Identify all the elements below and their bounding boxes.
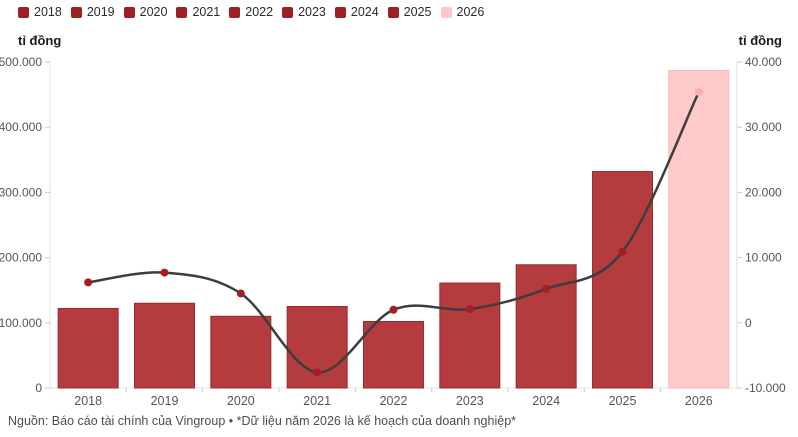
left-axis-title: tỉ đồng: [18, 33, 62, 48]
legend-label: 2025: [403, 5, 432, 19]
left-axis-tick-label: 300.000: [0, 185, 42, 199]
line-point-2025: [618, 247, 627, 256]
bar-2022: [363, 320, 424, 389]
x-axis-label: 2024: [532, 394, 560, 408]
legend-swatch-icon: [229, 6, 241, 18]
line-point-2024: [542, 284, 551, 293]
legend: 2018 2019 2020 2021 2022 2023 2024 2025 2026: [18, 5, 484, 19]
left-axis-tick-label: 400.000: [0, 120, 42, 134]
x-axis-label: 2019: [151, 394, 179, 408]
right-axis-tick-label: -10.000: [745, 381, 786, 395]
legend-swatch-icon: [440, 6, 452, 18]
x-axis-label: 2021: [303, 394, 331, 408]
right-axis-tick-label: 0: [745, 316, 752, 330]
legend-item-2018: 2018: [18, 5, 62, 19]
bar-2018: [57, 307, 119, 389]
left-axis-tick-label: 100.000: [0, 316, 42, 330]
legend-item-2020: 2020: [123, 5, 168, 19]
right-axis-title: tỉ đồng: [738, 33, 782, 48]
line-point-2018: [84, 278, 93, 287]
legend-label: 2018: [34, 5, 62, 19]
line-point-2019: [160, 268, 169, 277]
right-axis-tick-label: 30.000: [745, 120, 782, 134]
right-axis-tick-label: 20.000: [745, 185, 782, 199]
line-point-2021: [313, 368, 322, 377]
line-point-2022: [389, 305, 398, 314]
legend-label: 2019: [86, 5, 115, 19]
bar-2026: [668, 69, 730, 389]
legend-label: 2021: [192, 5, 221, 19]
legend-swatch-icon: [282, 6, 294, 18]
bar-2019: [134, 302, 195, 389]
legend-item-2022: 2022: [229, 5, 273, 19]
left-axis-tick-label: 0: [35, 381, 42, 395]
x-axis-label: 2020: [227, 394, 255, 408]
legend-label: 2022: [245, 5, 274, 19]
legend-swatch-icon: [70, 6, 82, 18]
legend-item-2026: 2026: [440, 5, 485, 19]
legend-swatch-icon: [176, 6, 188, 18]
legend-item-2024: 2024: [334, 5, 379, 19]
legend-item-2021: 2021: [176, 5, 220, 19]
legend-swatch-icon: [123, 6, 135, 18]
source-note: Nguồn: Báo cáo tài chính của Vingroup • …: [8, 414, 517, 428]
bar-2025: [592, 171, 653, 389]
bar-2020: [210, 315, 272, 389]
x-axis-label: 2023: [456, 394, 484, 408]
x-axis-label: 2022: [380, 394, 408, 408]
legend-label: 2026: [456, 5, 485, 19]
left-axis-tick-label: 200.000: [0, 251, 42, 265]
line-point-2023: [465, 305, 474, 314]
legend-label: 2020: [139, 5, 168, 19]
legend-swatch-icon: [18, 6, 29, 18]
legend-swatch-icon: [334, 6, 346, 18]
right-axis-tick-label: 10.000: [745, 251, 782, 265]
legend-item-2023: 2023: [282, 5, 326, 19]
legend-label: 2023: [298, 5, 326, 19]
x-axis-label: 2018: [74, 394, 102, 408]
line-point-2026: [694, 87, 703, 96]
left-axis-tick-label: 500.000: [0, 55, 42, 69]
legend-item-2025: 2025: [387, 5, 432, 19]
x-axis-label: 2026: [685, 394, 713, 408]
x-axis-label: 2025: [609, 394, 637, 408]
legend-swatch-icon: [387, 6, 399, 18]
legend-label: 2024: [350, 5, 379, 19]
right-axis-tick-label: 40.000: [745, 55, 782, 69]
bar-2023: [439, 282, 501, 389]
legend-item-2019: 2019: [70, 5, 115, 19]
line-point-2020: [236, 289, 245, 298]
